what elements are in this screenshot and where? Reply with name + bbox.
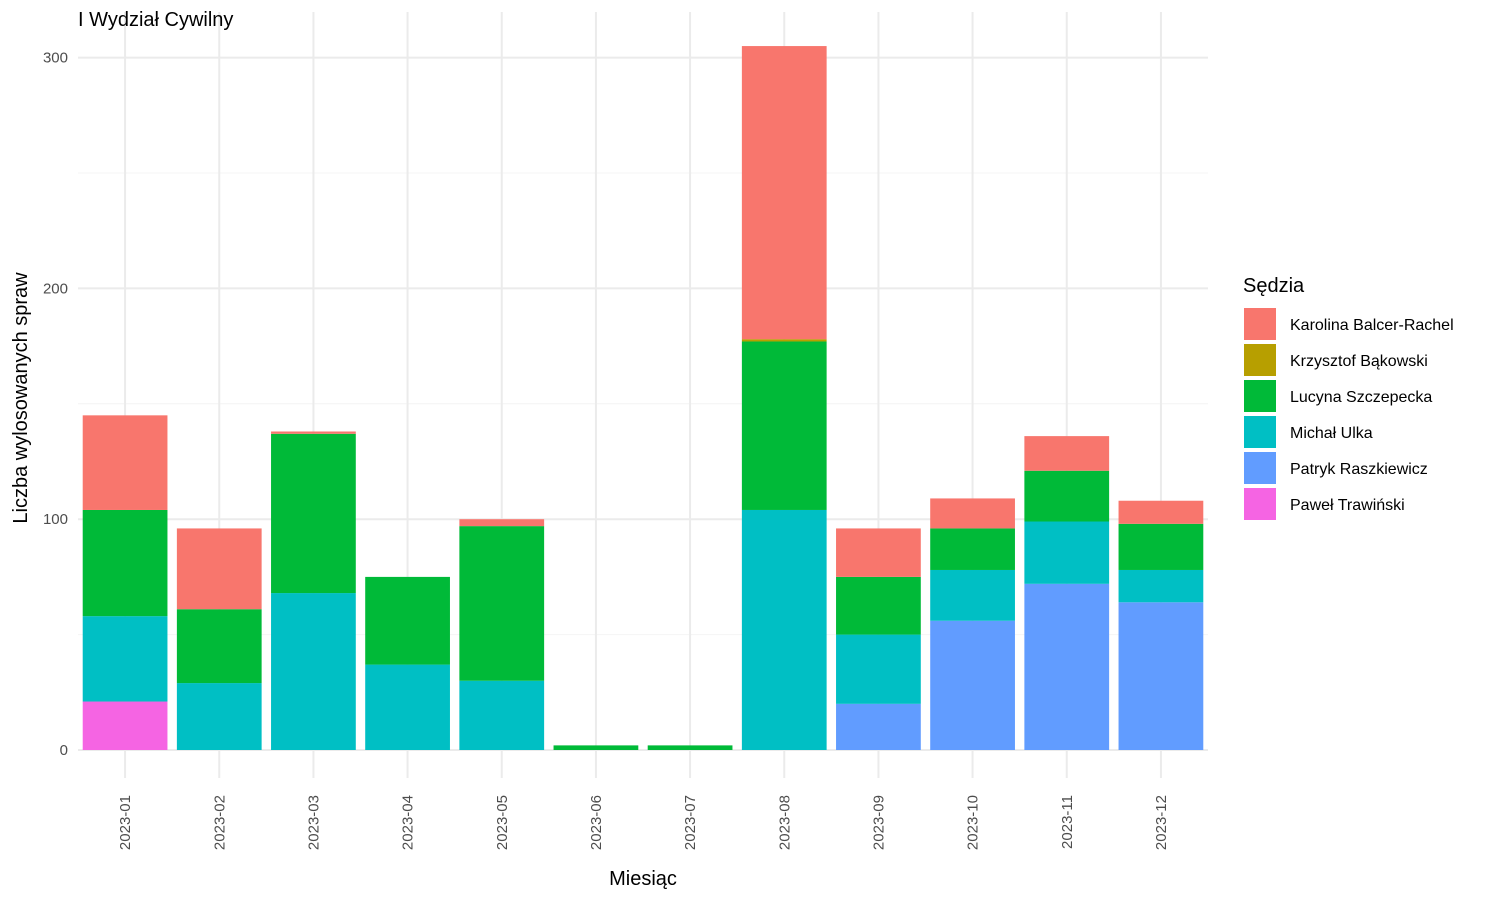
bar-segment: [271, 433, 356, 594]
x-tick-label: 2023-07: [682, 795, 699, 850]
bar-segment: [365, 664, 450, 750]
bar-segment: [1024, 583, 1110, 750]
bar-segment: [459, 680, 545, 750]
bar-segment: [647, 745, 733, 750]
bar-segment: [82, 509, 168, 617]
legend-swatch: [1244, 380, 1276, 412]
x-axis-ticks: 2023-01 2023-02 2023-03 2023-04 2023-05 2023-…: [117, 795, 1170, 850]
x-tick-label: 2023-08: [776, 795, 793, 850]
legend-swatch: [1244, 344, 1276, 376]
legend-label: Lucyna Szczepecka: [1290, 389, 1432, 406]
bar-segment: [836, 528, 921, 577]
x-tick-label: 2023-02: [211, 795, 228, 850]
legend-swatch: [1244, 416, 1276, 448]
bar-segment: [1024, 436, 1110, 471]
bar-segment: [176, 609, 262, 684]
bar-segment: [176, 528, 262, 610]
y-tick-label: 200: [43, 280, 68, 297]
bar-segment: [1024, 470, 1110, 522]
legend-swatch: [1244, 488, 1276, 520]
bar-segment: [271, 431, 356, 434]
bar-segment: [930, 569, 1015, 621]
x-tick-label: 2023-12: [1153, 795, 1170, 850]
x-tick-label: 2023-09: [870, 795, 887, 850]
legend-label: Krzysztof Bąkowski: [1290, 353, 1428, 370]
bar-segment: [82, 616, 168, 702]
legend-label: Michał Ulka: [1290, 425, 1373, 442]
legend-label: Paweł Trawiński: [1290, 497, 1405, 514]
x-tick-label: 2023-05: [494, 795, 511, 850]
x-tick-label: 2023-03: [305, 795, 322, 850]
bar-segment: [930, 528, 1015, 570]
bar-segment: [176, 683, 262, 750]
bar-segment: [741, 341, 827, 510]
bar-segment: [1024, 521, 1110, 584]
x-tick-label: 2023-04: [400, 795, 417, 850]
bar-segment: [82, 415, 168, 510]
x-tick-label: 2023-11: [1059, 795, 1076, 849]
legend-swatch: [1244, 452, 1276, 484]
legend-title: Sędzia: [1243, 275, 1305, 297]
bar-segment: [930, 498, 1015, 529]
bar-segment: [459, 526, 545, 681]
y-axis-title: Liczba wylosowanych spraw: [10, 272, 32, 524]
bars: [82, 46, 1204, 750]
legend-swatch: [1244, 308, 1276, 340]
bar-segment: [836, 703, 921, 750]
bar-segment: [836, 634, 921, 704]
y-tick-label: 300: [43, 50, 68, 67]
bar-segment: [1118, 500, 1204, 524]
legend: Sędzia Karolina Balcer-Rachel Krzysztof B…: [1243, 275, 1454, 520]
bar-segment: [1118, 602, 1204, 750]
legend-label: Karolina Balcer-Rachel: [1290, 317, 1454, 334]
y-tick-label: 100: [43, 511, 68, 528]
bar-segment: [271, 593, 356, 750]
bar-segment: [459, 519, 545, 527]
bar-segment: [741, 509, 827, 750]
bar-segment: [1118, 523, 1204, 570]
x-tick-label: 2023-01: [117, 795, 134, 850]
bar-segment: [836, 576, 921, 635]
x-tick-label: 2023-10: [965, 795, 982, 850]
bar-segment: [1118, 569, 1204, 603]
x-tick-label: 2023-06: [588, 795, 605, 850]
bar-segment: [741, 339, 827, 342]
bar-segment: [553, 745, 639, 750]
legend-label: Patryk Raszkiewicz: [1290, 461, 1428, 478]
bar-segment: [365, 576, 450, 665]
grid-lines: [78, 12, 1208, 778]
x-axis-title: Miesiąc: [609, 868, 677, 890]
bar-segment: [930, 620, 1015, 750]
y-tick-label: 0: [60, 742, 68, 759]
bar-segment: [82, 701, 168, 750]
chart-title: I Wydział Cywilny: [78, 9, 233, 31]
bar-segment: [741, 46, 827, 340]
y-axis-ticks: 0 100 200 300: [43, 50, 68, 759]
